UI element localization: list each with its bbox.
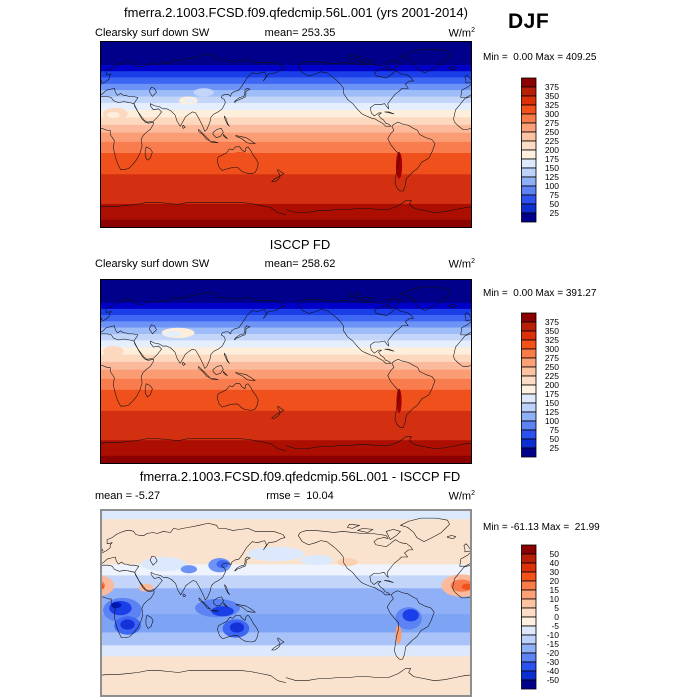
svg-text:30: 30 (550, 567, 560, 577)
svg-text:50: 50 (550, 549, 560, 559)
svg-text:200: 200 (545, 380, 559, 390)
minmax-stat: Min = -61.13 Max = 21.99 (483, 522, 600, 533)
minmax-stat: Min = 0.00 Max = 409.25 (483, 52, 597, 63)
svg-text:375: 375 (545, 317, 559, 327)
map-model (100, 41, 472, 228)
svg-text:-50: -50 (547, 675, 560, 685)
panel-title: fmerra.2.1003.FCSD.f09.qfedcmip.56L.001 … (139, 469, 461, 484)
svg-text:5: 5 (554, 603, 559, 613)
svg-text:150: 150 (545, 398, 559, 408)
svg-text:175: 175 (545, 389, 559, 399)
svg-text:375: 375 (545, 82, 559, 92)
svg-text:300: 300 (545, 109, 559, 119)
svg-text:-40: -40 (547, 666, 560, 676)
minmax-stat: Min = 0.00 Max = 391.27 (483, 288, 597, 299)
variable-label: Clearsky surf down SW (95, 258, 210, 270)
svg-text:225: 225 (545, 371, 559, 381)
svg-text:50: 50 (550, 434, 560, 444)
svg-text:125: 125 (545, 407, 559, 417)
rmse-stat: rmse = 10.04 (266, 490, 334, 502)
mean-stat: mean= 253.35 (264, 27, 336, 39)
mean-stat: mean = -5.27 (95, 490, 161, 502)
panel-title: ISCCP FD (269, 237, 331, 252)
svg-text:25: 25 (550, 443, 560, 453)
svg-text:150: 150 (545, 163, 559, 173)
variable-label: Clearsky surf down SW (95, 27, 210, 39)
units-label: W/m2 (448, 27, 475, 40)
season-label: DJF (508, 10, 550, 33)
panel-title: fmerra.2.1003.FCSD.f09.qfedcmip.56L.001 … (124, 5, 468, 20)
svg-text:125: 125 (545, 172, 559, 182)
svg-text:0: 0 (554, 612, 559, 622)
svg-text:20: 20 (550, 576, 560, 586)
svg-text:25: 25 (550, 208, 560, 218)
svg-text:-30: -30 (547, 657, 560, 667)
svg-text:250: 250 (545, 362, 559, 372)
svg-text:325: 325 (545, 100, 559, 110)
svg-text:100: 100 (545, 181, 559, 191)
units-label: W/m2 (448, 490, 475, 503)
svg-text:50: 50 (550, 199, 560, 209)
svg-text:225: 225 (545, 136, 559, 146)
svg-text:-20: -20 (547, 648, 560, 658)
svg-text:-5: -5 (551, 621, 559, 631)
svg-text:350: 350 (545, 91, 559, 101)
svg-text:350: 350 (545, 326, 559, 336)
svg-text:75: 75 (550, 425, 560, 435)
svg-text:10: 10 (550, 594, 560, 604)
map-obs (100, 279, 472, 464)
svg-text:15: 15 (550, 585, 560, 595)
svg-text:40: 40 (550, 558, 560, 568)
map-diff (100, 509, 472, 697)
svg-text:250: 250 (545, 127, 559, 137)
svg-text:300: 300 (545, 344, 559, 354)
mean-stat: mean= 258.62 (264, 258, 336, 270)
svg-text:-15: -15 (547, 639, 560, 649)
svg-text:325: 325 (545, 335, 559, 345)
svg-text:275: 275 (545, 353, 559, 363)
colorbar-model: 3753503253002752502252001751501251007550… (521, 77, 560, 223)
svg-text:175: 175 (545, 154, 559, 164)
svg-text:-10: -10 (547, 630, 560, 640)
svg-text:275: 275 (545, 118, 559, 128)
svg-text:75: 75 (550, 190, 560, 200)
colorbar-obs: 3753503253002752502252001751501251007550… (521, 312, 560, 458)
svg-text:100: 100 (545, 416, 559, 426)
svg-text:200: 200 (545, 145, 559, 155)
units-label: W/m2 (448, 258, 475, 271)
